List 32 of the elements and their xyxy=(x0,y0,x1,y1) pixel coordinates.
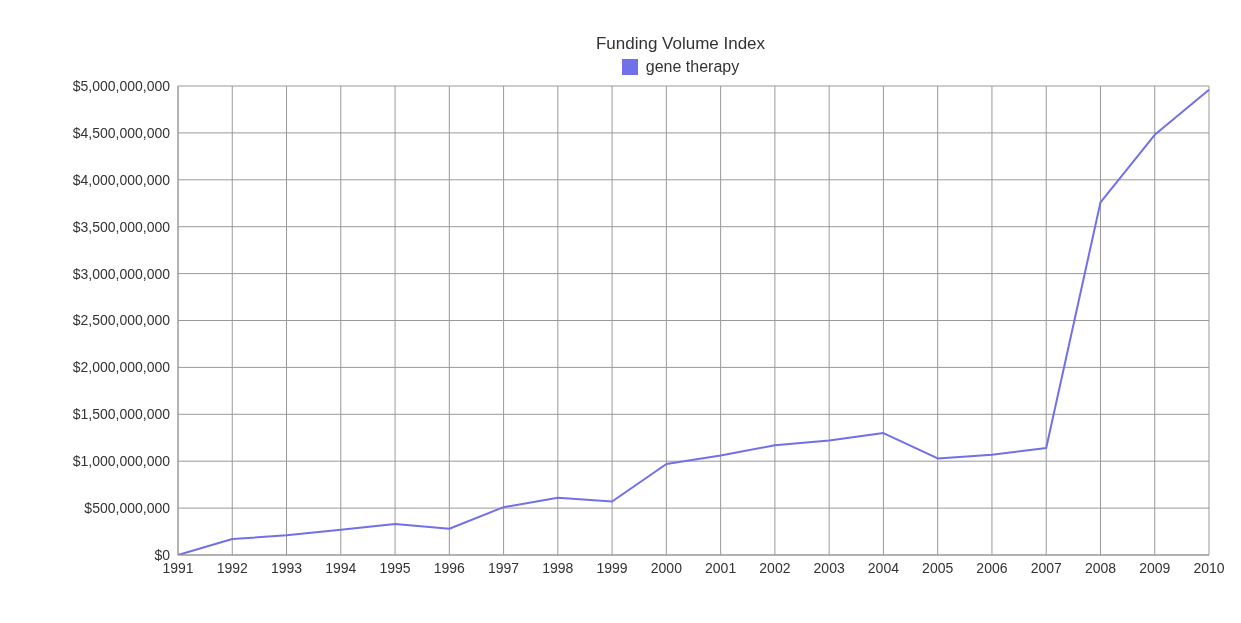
y-tick-label: $3,500,000,000 xyxy=(72,218,171,235)
y-tick-label: $2,000,000,000 xyxy=(72,359,171,376)
chart-title: Funding Volume Index xyxy=(594,34,767,54)
x-tick-label: 2002 xyxy=(759,559,791,576)
y-tick-label: $500,000,000 xyxy=(84,500,171,517)
x-tick-label: 2001 xyxy=(705,559,737,576)
line-series xyxy=(177,88,1210,555)
x-tick-label: 2007 xyxy=(1030,559,1062,576)
x-tick-label: 2009 xyxy=(1139,559,1171,576)
x-tick-label: 2004 xyxy=(867,559,900,576)
legend-label: gene therapy xyxy=(645,58,740,76)
x-tick-label: 2010 xyxy=(1193,559,1225,576)
y-tick-label: $1,500,000,000 xyxy=(72,406,171,423)
y-tick-label: $3,000,000,000 xyxy=(72,265,171,282)
y-tick-label: $1,000,000,000 xyxy=(72,453,171,470)
x-tick-label: 1993 xyxy=(270,559,303,576)
x-tick-label: 2008 xyxy=(1084,559,1117,576)
x-tick-label: 1999 xyxy=(596,559,628,576)
x-tick-label: 2003 xyxy=(813,559,845,576)
x-tick-label: 1997 xyxy=(488,559,520,576)
x-tick-label: 2005 xyxy=(922,559,954,576)
y-tick-label: $2,500,000,000 xyxy=(72,312,171,329)
y-tick-label: $5,000,000,000 xyxy=(72,77,171,94)
x-tick-label: 1992 xyxy=(216,559,249,576)
x-tick-label: 1998 xyxy=(542,559,574,576)
x-tick-label: 2006 xyxy=(976,559,1008,576)
x-tick-label: 1994 xyxy=(325,559,357,576)
y-tick-label: $4,000,000,000 xyxy=(72,171,171,188)
x-tick-label: 2000 xyxy=(650,559,683,576)
y-tick-label: $4,500,000,000 xyxy=(72,124,171,141)
x-tick-label: 1996 xyxy=(433,559,466,576)
x-tick-label: 1995 xyxy=(379,559,411,576)
